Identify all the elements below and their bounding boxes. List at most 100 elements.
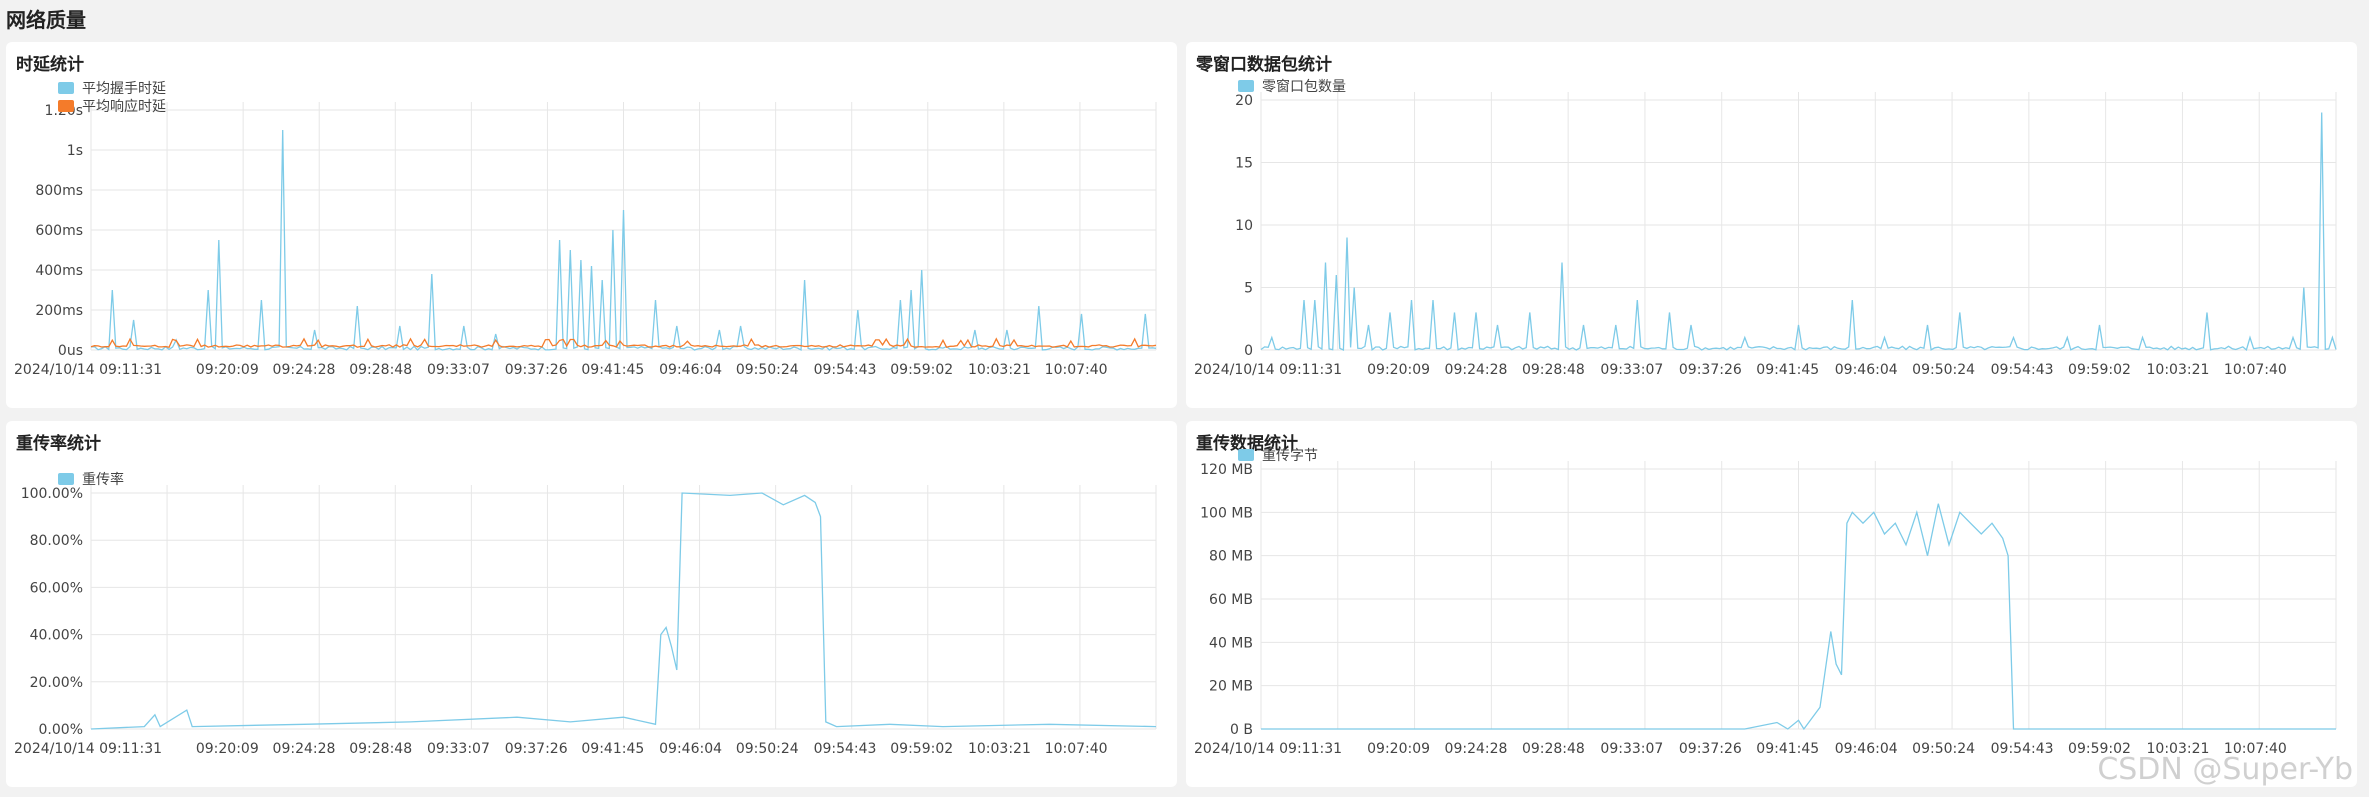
page-title: 网络质量 (6, 8, 86, 32)
x-tick-label: 09:20:09 (196, 362, 259, 378)
x-tick-label: 09:28:48 (349, 362, 412, 378)
series-line-1 (90, 337, 1157, 348)
legend-swatch[interactable] (1238, 80, 1254, 92)
legend-label[interactable]: 重传率 (82, 471, 124, 488)
x-tick-label: 2024/10/14 09:11:31 (1194, 741, 1342, 757)
x-tick-label: 10:03:21 (968, 741, 1031, 757)
y-tick-label: 80.00% (30, 533, 83, 549)
y-tick-label: 10 (1235, 218, 1253, 234)
panel-title: 重传数据统计 (1196, 434, 1298, 454)
x-tick-label: 2024/10/14 09:11:31 (14, 741, 162, 757)
series-line-0 (90, 492, 1157, 730)
x-tick-label: 09:24:28 (1445, 362, 1508, 378)
x-tick-label: 09:59:02 (890, 362, 953, 378)
x-tick-label: 09:28:48 (1522, 741, 1585, 757)
y-tick-label: 400ms (35, 263, 83, 279)
x-tick-label: 09:54:43 (814, 362, 877, 378)
x-tick-label: 09:20:09 (1367, 741, 1430, 757)
y-tick-label: 40 MB (1209, 635, 1253, 651)
legend-label[interactable]: 平均响应时延 (82, 98, 166, 115)
x-tick-label: 09:50:24 (1912, 362, 1975, 378)
x-tick-label: 09:59:02 (890, 741, 953, 757)
latency-panel: 时延统计 0us200ms400ms600ms800ms1s1.20s2024/… (6, 42, 1177, 408)
legend-label[interactable]: 平均握手时延 (82, 81, 166, 97)
x-tick-label: 09:28:48 (1522, 362, 1585, 378)
x-tick-label: 09:46:04 (659, 362, 722, 378)
chart-svg: 0 5 10 15 20 2024/10/14 09:11:31 09:20:09 09:24… (1194, 78, 2337, 378)
legend-swatch[interactable] (58, 100, 74, 112)
y-tick-label: 200ms (35, 303, 83, 319)
x-tick-label: 10:03:21 (2147, 362, 2210, 378)
y-tick-label: 15 (1235, 156, 1253, 172)
y-tick-label: 5 (1244, 281, 1253, 297)
x-tick-label: 09:46:04 (1835, 362, 1898, 378)
x-tick-label: 09:24:28 (1445, 741, 1508, 757)
x-tick-label: 09:37:26 (1679, 362, 1742, 378)
x-tick-label: 10:07:40 (1045, 741, 1108, 757)
y-tick-label: 800ms (35, 183, 83, 199)
x-tick-label: 10:07:40 (2224, 741, 2287, 757)
x-tick-label: 09:33:07 (1600, 362, 1663, 378)
y-tick-label: 20.00% (30, 675, 83, 691)
x-tick-label: 09:33:07 (1600, 741, 1663, 757)
series-line-0 (90, 129, 1157, 351)
y-tick-label: 60.00% (30, 580, 83, 596)
y-tick-label: 60 MB (1209, 592, 1253, 608)
retrans-rate-panel: 重传率统计 0.00% 20.00% 40.00% 60.00% 80.00% 100.0… (6, 421, 1177, 787)
watermark-text: CSDN @Super-Yb (2097, 752, 2353, 787)
legend-swatch[interactable] (58, 82, 74, 94)
x-tick-label: 09:37:26 (505, 362, 568, 378)
y-tick-label: 0 B (1230, 722, 1253, 738)
x-tick-label: 10:07:40 (2224, 362, 2287, 378)
y-tick-label: 0us (58, 343, 83, 359)
panel-title: 时延统计 (16, 55, 84, 75)
chart-svg: 0.00% 20.00% 40.00% 60.00% 80.00% 100.00% 2024… (14, 471, 1157, 757)
x-tick-label: 09:46:04 (659, 741, 722, 757)
series-line-0 (1261, 503, 2336, 731)
legend-swatch[interactable] (58, 473, 74, 485)
x-tick-label: 10:03:21 (2147, 741, 2210, 757)
x-tick-label: 09:33:07 (427, 741, 490, 757)
panel-title: 零窗口数据包统计 (1196, 55, 1332, 75)
x-tick-label: 09:41:45 (1756, 362, 1819, 378)
series-line-0 (1260, 112, 2337, 352)
x-tick-label: 09:24:28 (273, 741, 336, 757)
y-tick-label: 100 MB (1200, 505, 1253, 521)
x-tick-label: 09:41:45 (581, 362, 644, 378)
y-tick-label: 600ms (35, 223, 83, 239)
x-tick-label: 09:54:43 (814, 741, 877, 757)
y-tick-label: 0.00% (39, 722, 83, 738)
legend-label[interactable]: 重传字节 (1262, 448, 1318, 464)
x-tick-label: 09:37:26 (505, 741, 568, 757)
x-tick-label: 09:46:04 (1835, 741, 1898, 757)
x-tick-label: 09:50:24 (736, 741, 799, 757)
x-tick-label: 09:59:02 (2068, 362, 2131, 378)
x-tick-label: 09:28:48 (349, 741, 412, 757)
y-tick-label: 1s (67, 143, 83, 159)
legend-label[interactable]: 零窗口包数量 (1262, 78, 1346, 95)
x-tick-label: 09:41:45 (581, 741, 644, 757)
zero-window-panel: 零窗口数据包统计 0 5 10 15 20 2024/10/14 09:11:31 09:2… (1186, 42, 2357, 408)
y-tick-label: 20 (1235, 93, 1253, 109)
x-tick-label: 10:07:40 (1045, 362, 1108, 378)
x-tick-label: 09:33:07 (427, 362, 490, 378)
x-tick-label: 09:37:26 (1679, 741, 1742, 757)
x-tick-label: 09:24:28 (273, 362, 336, 378)
panel-title: 重传率统计 (16, 434, 101, 454)
x-tick-label: 09:41:45 (1756, 741, 1819, 757)
x-tick-label: 10:03:21 (968, 362, 1031, 378)
y-tick-label: 120 MB (1200, 462, 1253, 478)
retrans-bytes-panel: 重传数据统计 0 B 20 MB 40 MB 60 MB 80 MB 100 MB 120 … (1186, 421, 2357, 787)
x-tick-label: 09:20:09 (1367, 362, 1430, 378)
x-tick-label: 09:54:43 (1991, 741, 2054, 757)
y-tick-label: 80 MB (1209, 549, 1253, 565)
x-tick-label: 09:50:24 (736, 362, 799, 378)
x-tick-label: 09:20:09 (196, 741, 259, 757)
chart-svg: 0 B 20 MB 40 MB 60 MB 80 MB 100 MB 120 MB 2024/… (1194, 448, 2337, 757)
x-tick-label: 09:50:24 (1912, 741, 1975, 757)
y-tick-label: 100.00% (21, 486, 83, 502)
y-tick-label: 0 (1244, 343, 1253, 359)
legend-swatch[interactable] (1238, 449, 1254, 461)
x-tick-label: 09:59:02 (2068, 741, 2131, 757)
chart-svg: 0us200ms400ms600ms800ms1s1.20s2024/10/14… (14, 81, 1157, 378)
